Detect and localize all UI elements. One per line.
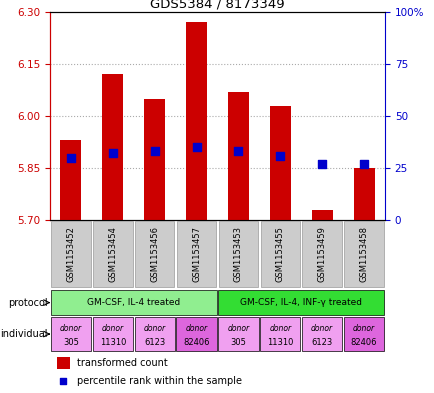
Text: GSM1153452: GSM1153452: [66, 226, 75, 283]
Text: GSM1153455: GSM1153455: [275, 226, 284, 283]
Text: percentile rank within the sample: percentile rank within the sample: [77, 376, 241, 386]
Bar: [60, 140, 81, 220]
Bar: [343, 318, 383, 351]
Bar: [51, 318, 91, 351]
Text: GSM1153456: GSM1153456: [150, 226, 159, 283]
Bar: [353, 168, 374, 220]
Bar: [218, 222, 257, 287]
Text: donor: donor: [352, 324, 374, 333]
Bar: [218, 318, 258, 351]
Bar: [135, 222, 174, 287]
Bar: [301, 318, 342, 351]
Text: GSM1153457: GSM1153457: [192, 226, 201, 283]
Text: GSM1153459: GSM1153459: [317, 226, 326, 283]
Bar: [302, 222, 341, 287]
Text: 6123: 6123: [144, 338, 165, 347]
Text: transformed count: transformed count: [77, 358, 167, 368]
Text: GM-CSF, IL-4 treated: GM-CSF, IL-4 treated: [87, 298, 180, 307]
Point: [151, 148, 158, 154]
Point: [67, 154, 74, 161]
Bar: [176, 318, 216, 351]
Title: GDS5384 / 8173349: GDS5384 / 8173349: [150, 0, 284, 11]
Bar: [51, 290, 216, 315]
Point: [234, 148, 241, 154]
Text: protocol: protocol: [8, 298, 48, 308]
Bar: [260, 318, 300, 351]
Bar: [344, 222, 383, 287]
Text: individual: individual: [0, 329, 48, 339]
Text: 11310: 11310: [266, 338, 293, 347]
Text: 82406: 82406: [183, 338, 209, 347]
Point: [276, 152, 283, 159]
Bar: [269, 105, 290, 220]
Bar: [186, 22, 207, 220]
Text: GM-CSF, IL-4, INF-γ treated: GM-CSF, IL-4, INF-γ treated: [240, 298, 362, 307]
Bar: [227, 92, 248, 220]
Bar: [177, 222, 216, 287]
Text: donor: donor: [102, 324, 124, 333]
Bar: [51, 222, 90, 287]
Point: [109, 150, 116, 156]
Text: GSM1153454: GSM1153454: [108, 226, 117, 283]
Point: [360, 161, 367, 167]
Text: GSM1153453: GSM1153453: [233, 226, 242, 283]
Text: 82406: 82406: [350, 338, 376, 347]
Bar: [144, 99, 165, 220]
Point: [193, 144, 200, 150]
Text: 6123: 6123: [311, 338, 332, 347]
Bar: [311, 209, 332, 220]
Text: donor: donor: [310, 324, 332, 333]
Text: donor: donor: [227, 324, 249, 333]
Text: donor: donor: [143, 324, 165, 333]
Text: GSM1153458: GSM1153458: [359, 226, 368, 283]
Bar: [218, 290, 383, 315]
Bar: [102, 74, 123, 220]
Point: [60, 378, 67, 384]
Bar: [56, 357, 70, 369]
Bar: [93, 222, 132, 287]
Text: donor: donor: [269, 324, 291, 333]
Text: donor: donor: [60, 324, 82, 333]
Bar: [260, 222, 299, 287]
Text: donor: donor: [185, 324, 207, 333]
Text: 305: 305: [230, 338, 246, 347]
Point: [318, 161, 325, 167]
Bar: [134, 318, 174, 351]
Text: 305: 305: [63, 338, 79, 347]
Text: 11310: 11310: [99, 338, 126, 347]
Bar: [92, 318, 133, 351]
